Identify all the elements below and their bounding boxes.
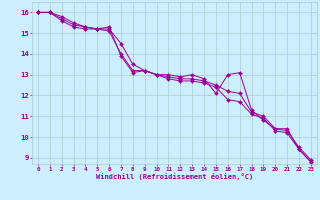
X-axis label: Windchill (Refroidissement éolien,°C): Windchill (Refroidissement éolien,°C) bbox=[96, 173, 253, 180]
